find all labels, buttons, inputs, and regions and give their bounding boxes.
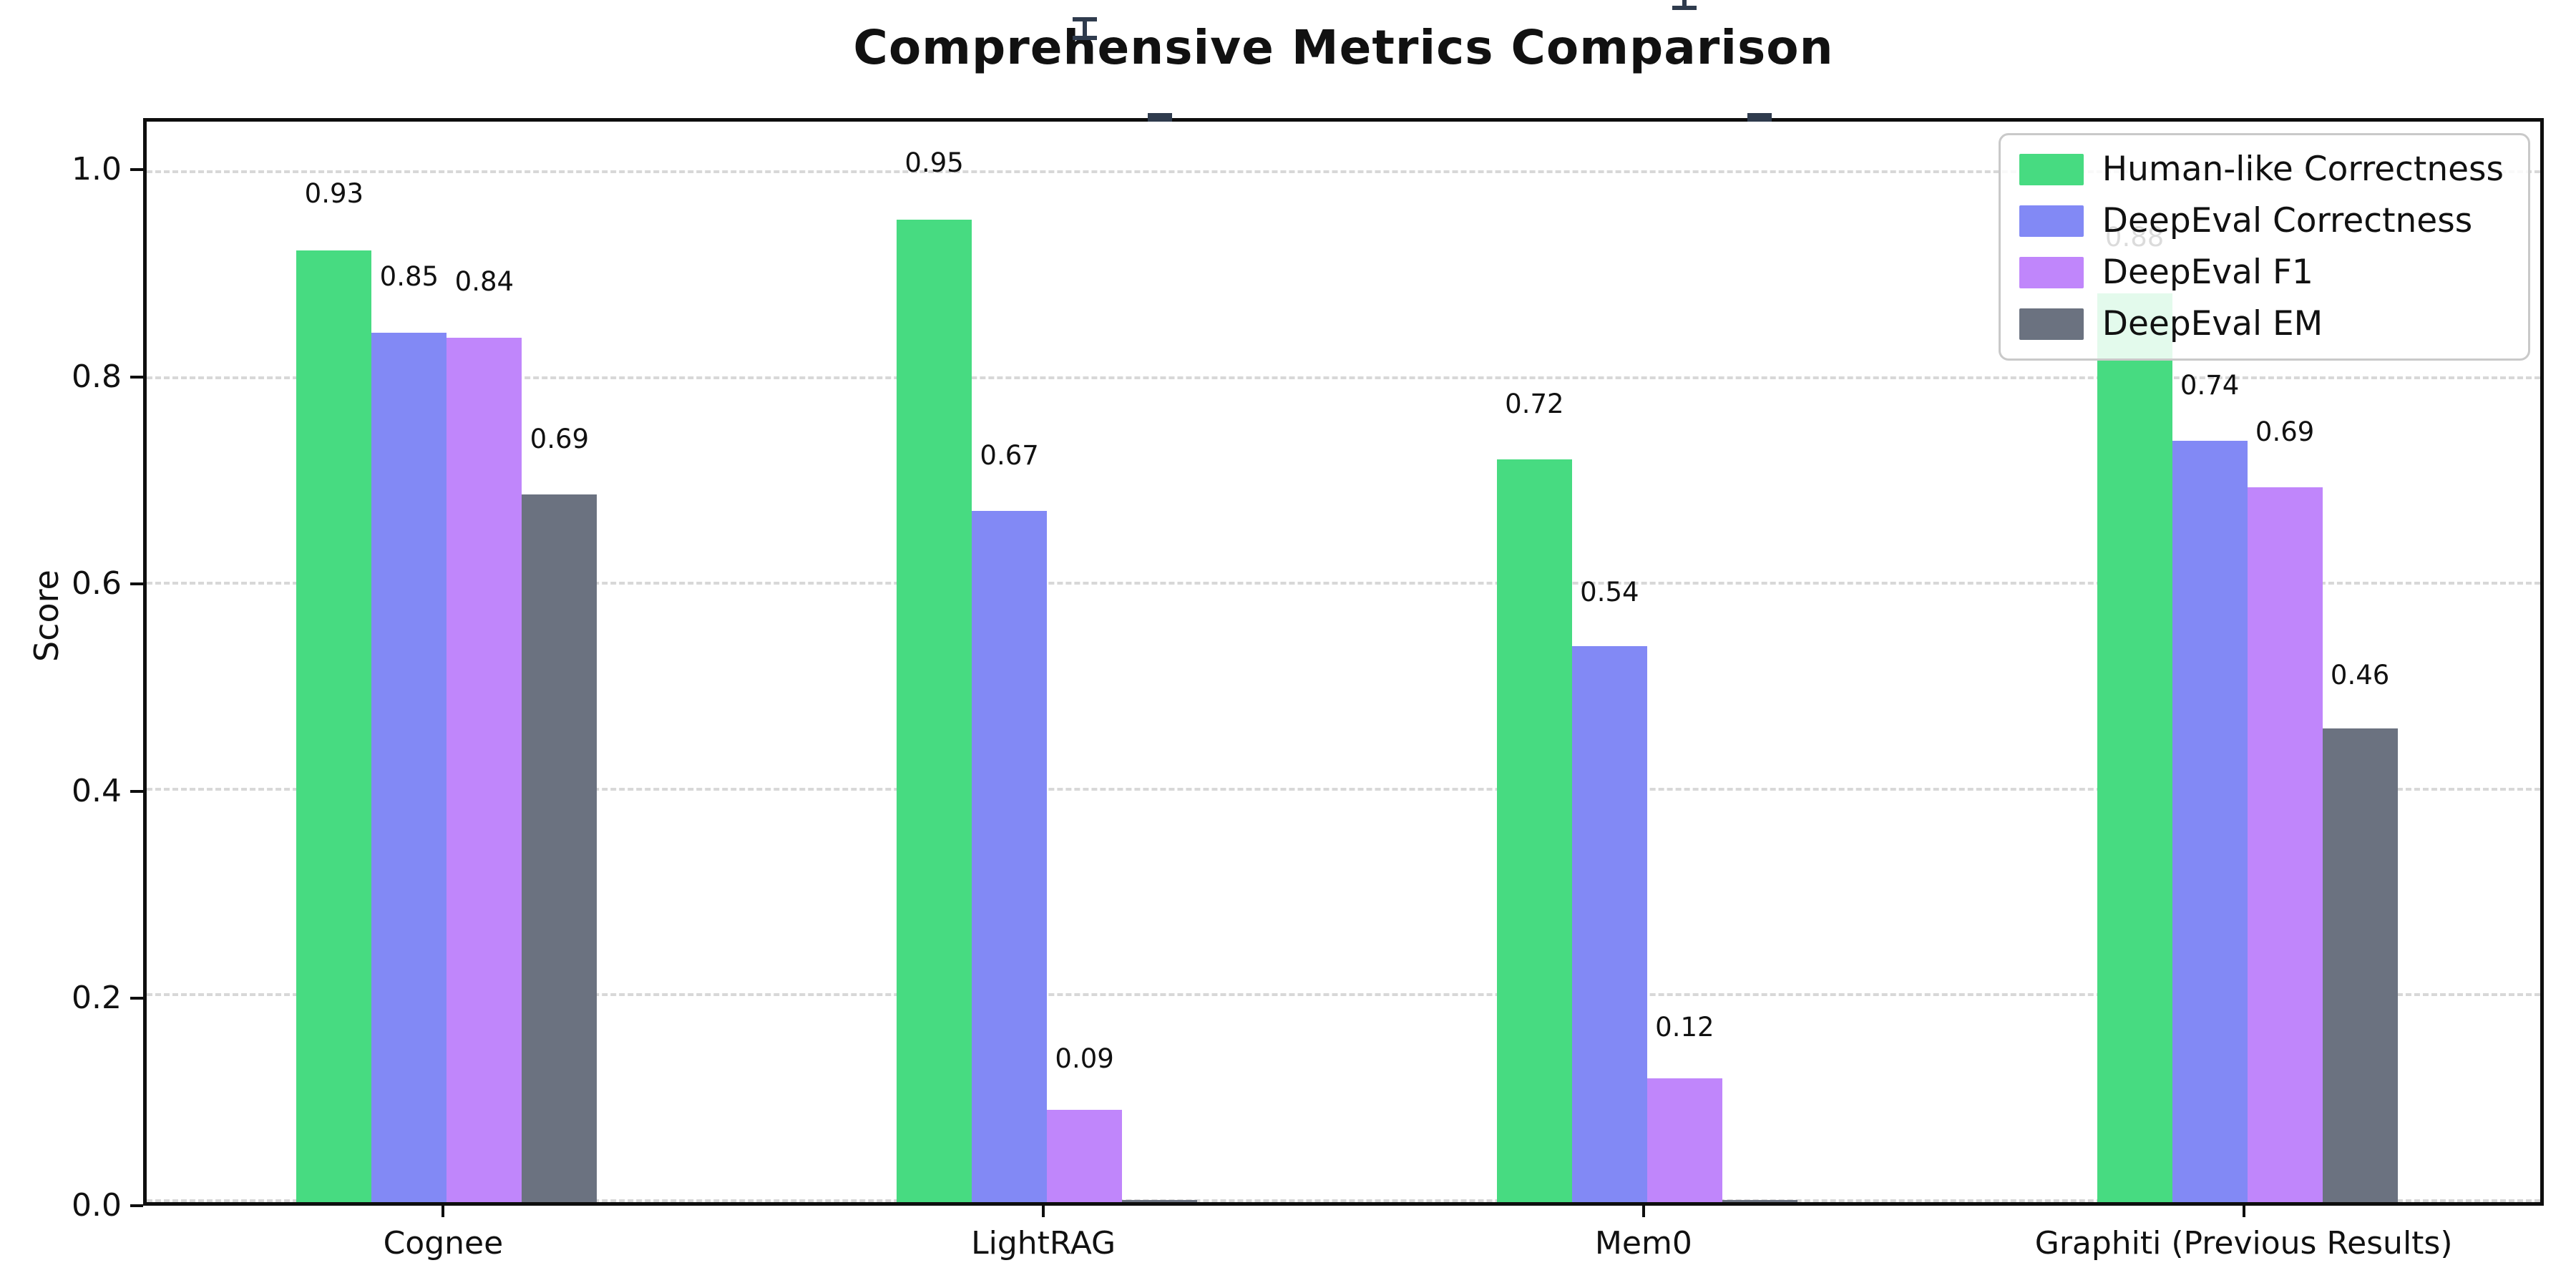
y-tick-mark — [130, 789, 143, 793]
bar-value-label: 0.85 — [379, 260, 439, 292]
x-tick-mark — [1641, 1206, 1645, 1217]
bar-value-label: 0.84 — [454, 266, 514, 297]
legend-label: DeepEval Correctness — [2102, 201, 2473, 240]
legend-label: Human-like Correctness — [2102, 150, 2504, 189]
bar — [522, 494, 597, 1202]
bar — [972, 510, 1048, 1202]
bar — [1571, 646, 1647, 1202]
y-tick-label: 0.6 — [72, 565, 122, 602]
gridline — [147, 787, 2540, 791]
gridline — [147, 582, 2540, 585]
y-tick-label: 0.8 — [72, 358, 122, 395]
gridline — [147, 1199, 2540, 1202]
bar — [296, 250, 372, 1202]
bar-value-label: 0.67 — [980, 440, 1039, 472]
x-tick-label: Cognee — [383, 1225, 504, 1262]
gridline — [147, 376, 2540, 379]
bar — [1047, 1109, 1123, 1202]
gridline — [147, 170, 2540, 173]
bar-value-label: 0.12 — [1655, 1012, 1714, 1043]
bar — [1496, 459, 1572, 1202]
legend-swatch — [2019, 308, 2084, 340]
bar — [371, 332, 447, 1202]
chart-title: Comprehensive Metrics Comparison — [853, 20, 1834, 75]
bar-group: 0.95 0.67 0.09 — [897, 16, 1198, 1202]
y-tick-mark — [130, 375, 143, 379]
legend-label: DeepEval F1 — [2102, 253, 2313, 292]
bar — [1646, 1078, 1722, 1202]
bar — [2172, 440, 2248, 1202]
bar-value-label: 0.54 — [1580, 577, 1639, 608]
error-bar-cap-top — [1747, 113, 1772, 118]
legend-swatch — [2019, 205, 2084, 237]
legend-item: DeepEval F1 — [2019, 254, 2504, 291]
bar-value-label: 0.93 — [304, 177, 364, 209]
legend-swatch — [2019, 154, 2084, 185]
x-tick-label: LightRAG — [971, 1225, 1116, 1262]
error-bar-cap-top — [1072, 16, 1097, 21]
y-tick-label: 0.4 — [72, 772, 122, 809]
legend-swatch — [2019, 257, 2084, 288]
bar — [1122, 1200, 1198, 1202]
x-tick-mark — [2242, 1206, 2245, 1217]
legend-label: DeepEval EM — [2102, 304, 2323, 343]
error-bar-cap-bottom — [1072, 35, 1097, 40]
bar-value-label: 0.72 — [1505, 388, 1564, 419]
bar — [2247, 487, 2323, 1202]
bar — [897, 219, 972, 1202]
x-tick-label: Graphiti (Previous Results) — [2034, 1225, 2453, 1262]
bar — [1722, 1200, 1797, 1202]
error-bar-cap-bottom — [1147, 117, 1172, 122]
y-tick-label: 0.2 — [72, 980, 122, 1017]
bar-value-label: 0.69 — [2255, 416, 2315, 447]
bar — [2097, 293, 2172, 1202]
y-tick-label: 0.0 — [72, 1187, 122, 1224]
y-tick-mark — [130, 1204, 143, 1207]
legend-item: Human-like Correctness — [2019, 151, 2504, 188]
error-bar-cap-bottom — [1672, 5, 1697, 10]
x-tick-mark — [1042, 1206, 1045, 1217]
bar-group: 0.72 0.54 0.12 — [1496, 0, 1797, 1202]
bar-value-label: 0.46 — [2330, 660, 2390, 691]
bar — [447, 338, 522, 1202]
legend: Human-like Correctness DeepEval Correctne… — [1998, 133, 2530, 361]
bar-value-label: 0.69 — [530, 424, 590, 455]
gridline — [147, 993, 2540, 997]
bar-value-label: 0.09 — [1055, 1043, 1114, 1074]
y-tick-mark — [130, 582, 143, 586]
plot-area: Human-like Correctness DeepEval Correctne… — [143, 0, 2544, 1206]
y-tick-mark — [130, 997, 143, 1000]
error-bar-line — [1082, 19, 1087, 38]
bar-value-label: 0.95 — [904, 147, 964, 178]
bar-group: 0.93 0.85 0.84 0.69 — [296, 122, 597, 1202]
legend-item: DeepEval EM — [2019, 306, 2504, 343]
error-bar-cap-bottom — [1747, 117, 1772, 122]
y-tick-label: 1.0 — [72, 151, 122, 188]
bar — [2322, 728, 2398, 1202]
y-tick-mark — [130, 168, 143, 172]
bar-group: 0.880.740.690.46 — [2097, 122, 2398, 1202]
x-tick-label: Mem0 — [1594, 1225, 1692, 1262]
x-tick-mark — [441, 1206, 445, 1217]
error-bar-line — [1682, 0, 1687, 8]
legend-item: DeepEval Correctness — [2019, 203, 2504, 240]
bar-value-label: 0.74 — [2180, 369, 2240, 401]
error-bar-cap-top — [1147, 113, 1172, 118]
